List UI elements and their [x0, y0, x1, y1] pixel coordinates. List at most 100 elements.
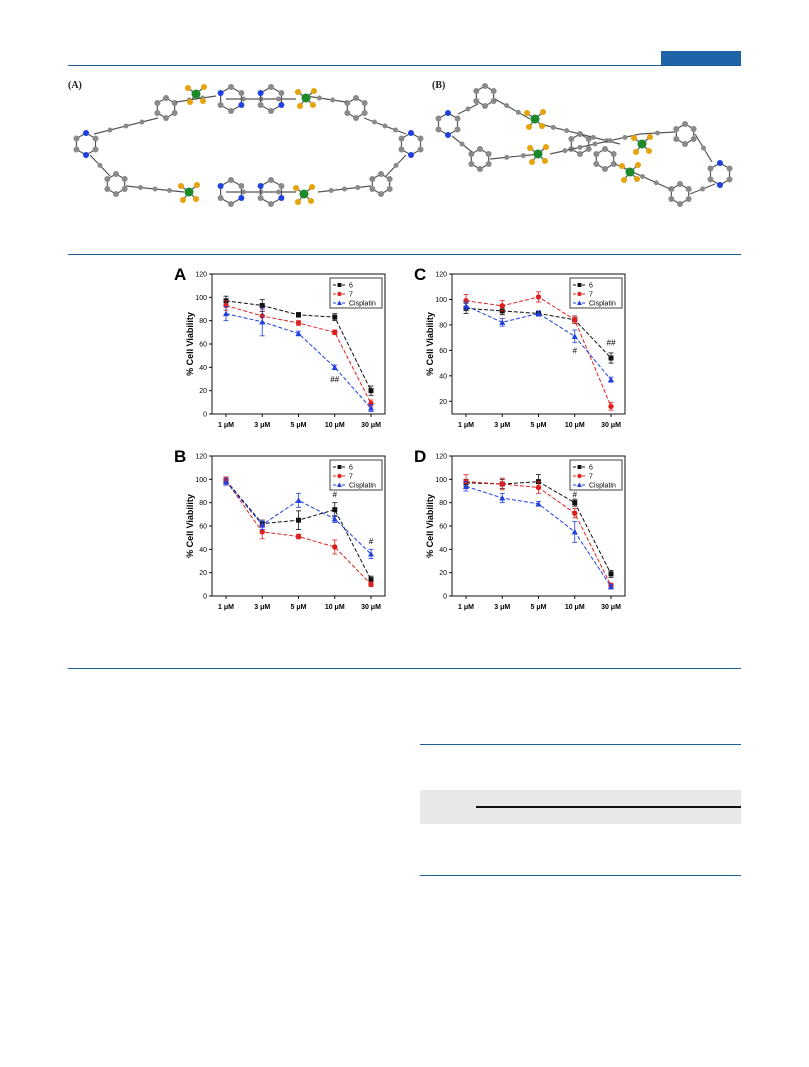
atom — [268, 201, 274, 207]
atom — [386, 176, 393, 182]
y-tick-label: 40 — [199, 547, 207, 554]
atom — [668, 186, 675, 192]
y-tick-label: 20 — [199, 570, 207, 577]
atom — [445, 132, 451, 138]
legend-label: 7 — [349, 474, 353, 481]
data-point — [331, 364, 338, 370]
data-point — [535, 310, 542, 316]
fluorine-atom — [539, 123, 545, 129]
data-point — [571, 333, 578, 339]
data-point — [499, 495, 506, 501]
atom — [217, 90, 224, 96]
atom — [717, 160, 723, 166]
data-point — [296, 312, 301, 318]
y-tick-label: 80 — [439, 500, 447, 507]
atom — [97, 163, 103, 168]
significance-mark: ## — [330, 375, 339, 384]
atom — [622, 134, 628, 140]
fluorine-atom — [524, 110, 530, 116]
atom — [92, 146, 99, 153]
atom — [682, 141, 688, 147]
bond — [494, 98, 531, 120]
atom — [268, 84, 274, 90]
legend-marker — [337, 300, 342, 305]
x-tick-label: 5 μM — [531, 422, 547, 429]
y-tick-label: 60 — [439, 348, 447, 355]
atom — [602, 146, 608, 152]
atom — [92, 135, 99, 142]
fluorine-atom — [631, 135, 637, 141]
fluorine-atom — [194, 182, 200, 188]
atom — [690, 136, 697, 142]
platinum-atom — [184, 187, 194, 197]
data-point — [608, 571, 614, 577]
atom — [278, 195, 285, 201]
significance-mark: # — [333, 491, 338, 500]
atom — [382, 123, 388, 129]
y-tick-label: 0 — [443, 594, 447, 601]
atom — [668, 196, 675, 202]
atom — [355, 185, 361, 190]
atom — [690, 126, 697, 132]
series-line — [465, 481, 612, 575]
atom — [393, 163, 399, 168]
atom — [577, 144, 583, 150]
series-line — [465, 305, 612, 380]
atom — [485, 151, 492, 157]
legend-label: Cisplatin — [349, 483, 376, 490]
fluorine-atom — [311, 88, 317, 94]
data-point — [571, 528, 578, 535]
fluorine-atom — [309, 184, 315, 190]
table-header-line — [476, 806, 741, 808]
header-accent-tab — [661, 51, 741, 65]
fluorine-atom — [621, 177, 627, 183]
atom — [107, 127, 113, 133]
fluorine-atom — [542, 158, 548, 164]
legend-label: 7 — [349, 292, 353, 299]
fluorine-atom — [633, 149, 639, 155]
atom — [278, 183, 285, 189]
data-point — [572, 510, 578, 516]
legend-label: Cisplatin — [349, 301, 376, 308]
data-point — [368, 577, 374, 583]
fluorine-atom — [297, 103, 303, 109]
fluorine-atom — [619, 163, 625, 169]
significance-mark: # — [573, 491, 578, 500]
atom — [701, 145, 706, 151]
fluorine-atom — [527, 145, 533, 151]
atom — [73, 135, 80, 142]
x-tick-label: 10 μM — [565, 422, 585, 429]
x-tick-label: 5 μM — [291, 422, 307, 429]
section-rule-1 — [68, 254, 741, 255]
y-tick-label: 120 — [435, 272, 447, 279]
atom — [477, 146, 483, 152]
atom — [393, 127, 398, 133]
atom — [342, 186, 347, 192]
atom — [655, 130, 660, 136]
y-tick-label: 40 — [439, 373, 447, 380]
bond — [305, 95, 347, 103]
atom — [171, 100, 178, 106]
data-point — [296, 517, 301, 523]
legend-marker — [337, 283, 342, 287]
legend-label: 6 — [349, 465, 353, 472]
legend-label: 7 — [589, 292, 593, 299]
atom — [677, 201, 683, 207]
atom — [490, 88, 497, 94]
data-point — [608, 403, 614, 410]
y-tick-label: 60 — [199, 342, 207, 349]
atom — [520, 153, 526, 159]
y-tick-label: 120 — [435, 454, 447, 461]
fluorine-atom — [646, 148, 652, 154]
data-point — [259, 529, 265, 535]
legend-label: 7 — [589, 474, 593, 481]
atom — [482, 103, 488, 109]
atom — [104, 186, 111, 192]
data-point — [463, 302, 469, 309]
x-tick-label: 3 μM — [494, 422, 510, 429]
fluorine-atom — [187, 99, 193, 105]
atom — [417, 135, 424, 142]
y-tick-label: 100 — [435, 297, 447, 304]
atom — [577, 151, 583, 157]
x-tick-label: 1 μM — [458, 604, 474, 611]
